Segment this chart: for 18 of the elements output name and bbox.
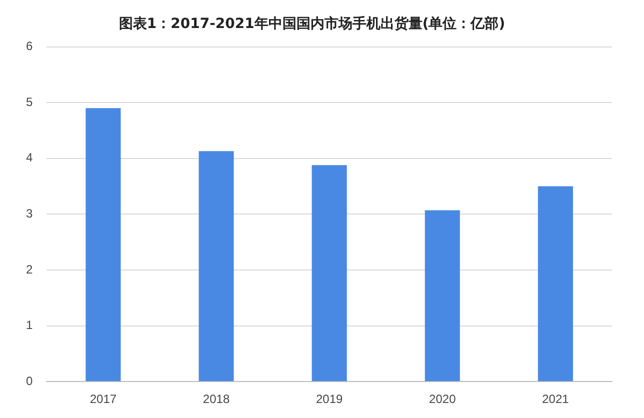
y-tick-label: 1: [26, 318, 33, 332]
x-tick-label: 2019: [316, 392, 344, 406]
x-tick-label: 2020: [429, 392, 456, 406]
x-tick-label: 2018: [202, 392, 230, 406]
y-tick-label: 4: [26, 150, 33, 165]
bar: [198, 151, 234, 382]
chart-title: 图表1：2017-2021年中国国内市场手机出货量(单位：亿部): [118, 15, 506, 32]
bar: [312, 165, 347, 382]
bar: [424, 210, 460, 382]
y-tick-label: 2: [26, 262, 33, 276]
y-tick-label: 0: [26, 374, 33, 388]
x-tick-label: 2017: [90, 392, 117, 406]
x-tick-label: 2021: [542, 392, 570, 406]
y-tick-label: 3: [26, 206, 33, 221]
bar: [538, 186, 573, 382]
y-tick-label: 5: [26, 94, 33, 109]
bar: [86, 108, 121, 382]
y-tick-label: 6: [26, 39, 33, 54]
